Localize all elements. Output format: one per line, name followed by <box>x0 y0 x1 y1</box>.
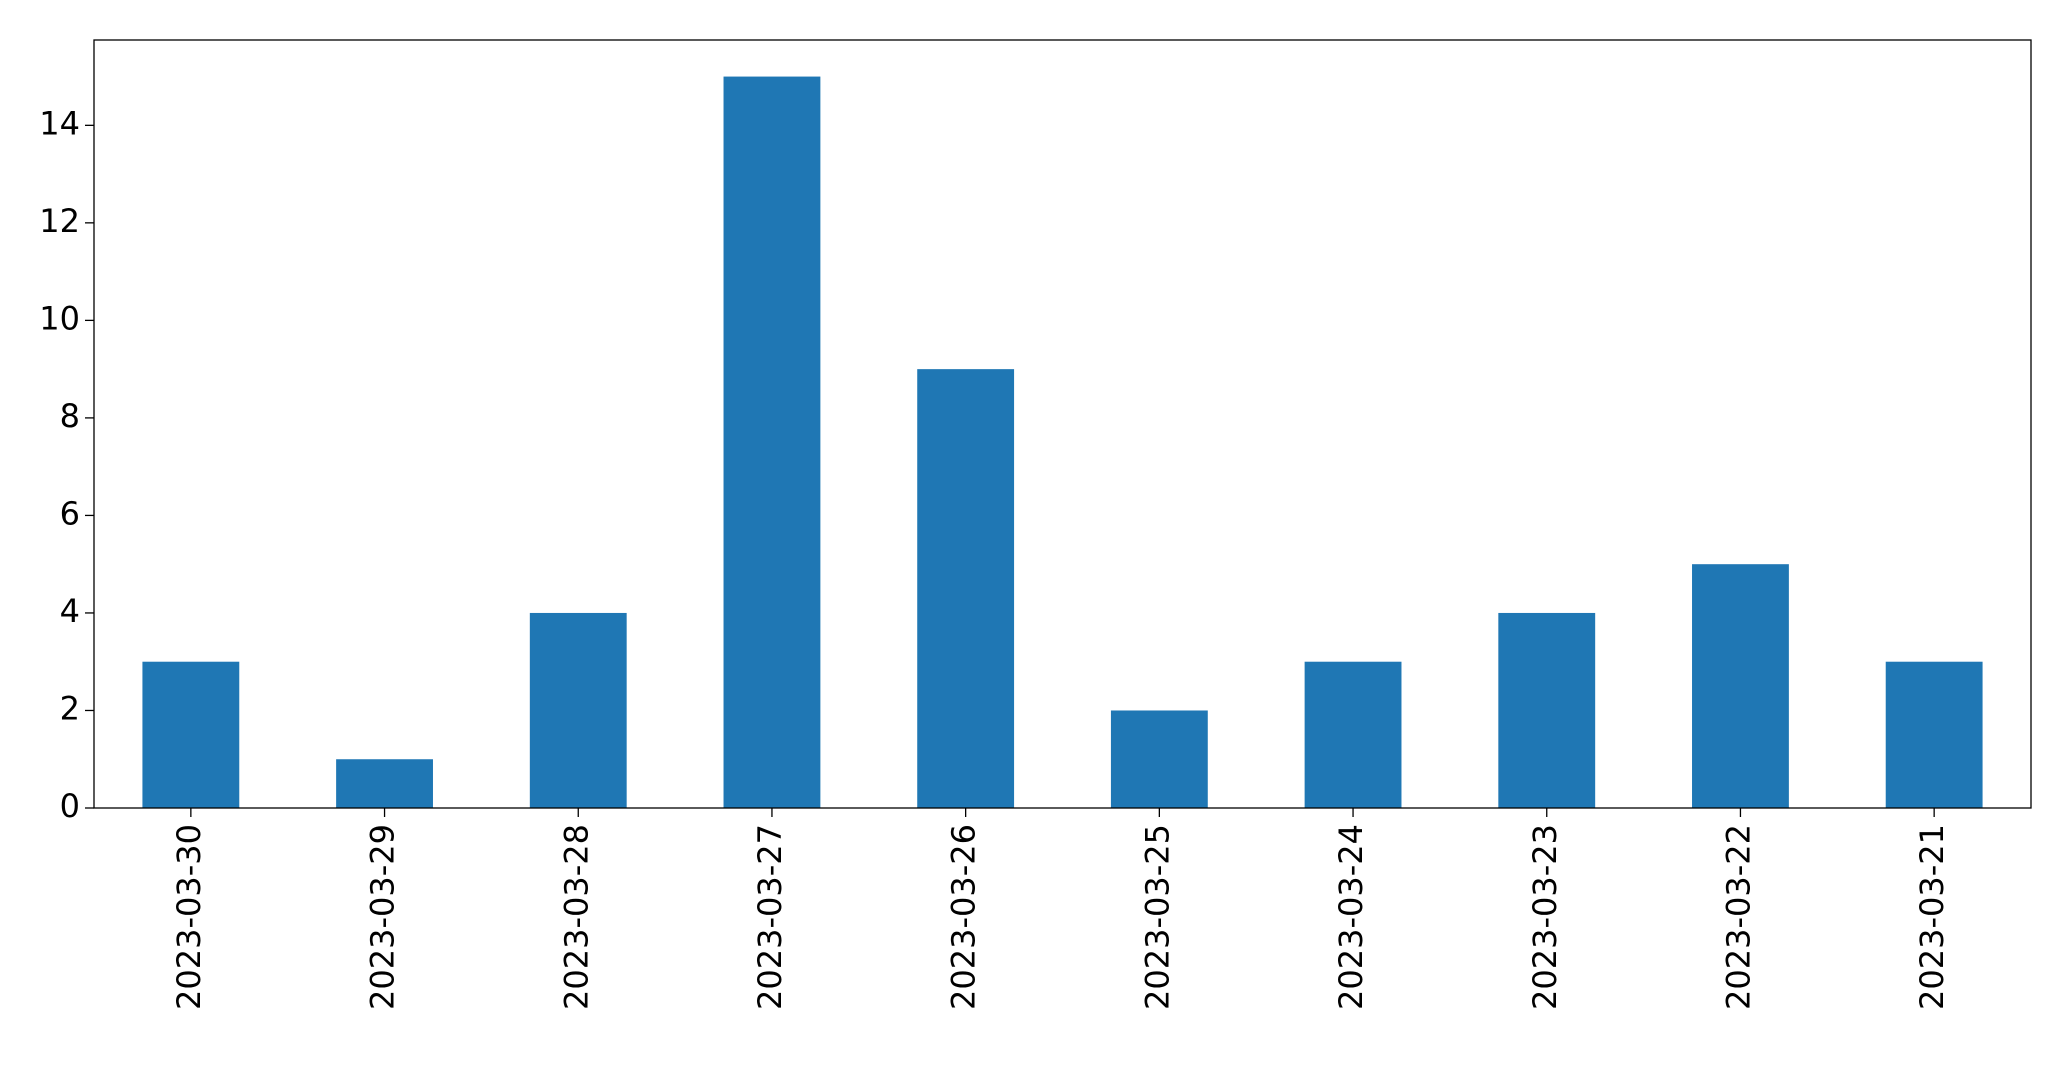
plot-frame <box>93 39 2032 809</box>
bar <box>1692 564 1789 808</box>
y-tick-label: 0 <box>60 787 80 825</box>
y-tick-label: 2 <box>60 689 80 727</box>
x-tick-label: 2023-03-24 <box>1332 824 1370 1010</box>
y-tick-label: 6 <box>60 494 80 532</box>
bar <box>1498 612 1596 808</box>
x-tick-label: 2023-03-28 <box>557 824 595 1010</box>
bar <box>1885 661 1983 808</box>
x-tick-label: 2023-03-21 <box>1913 824 1951 1010</box>
bar <box>336 759 433 808</box>
bar <box>1304 661 1402 808</box>
y-tick-label: 4 <box>60 592 80 630</box>
y-tick-label: 12 <box>39 202 80 240</box>
x-tick-label: 2023-03-22 <box>1719 824 1757 1010</box>
x-tick-label: 2023-03-25 <box>1138 824 1176 1010</box>
x-tick-label: 2023-03-29 <box>364 824 402 1010</box>
x-tick-label: 2023-03-26 <box>945 824 983 1010</box>
bar <box>917 369 1015 808</box>
y-tick-label: 10 <box>39 299 80 337</box>
bar <box>723 76 821 809</box>
x-tick-label: 2023-03-23 <box>1526 824 1564 1010</box>
x-tick-label: 2023-03-30 <box>170 824 208 1010</box>
y-tick-label: 8 <box>60 397 80 435</box>
bar <box>1110 710 1208 808</box>
bar <box>529 612 627 808</box>
y-tick-label: 14 <box>39 104 80 142</box>
x-tick-label: 2023-03-27 <box>751 824 789 1010</box>
bar <box>142 661 240 808</box>
